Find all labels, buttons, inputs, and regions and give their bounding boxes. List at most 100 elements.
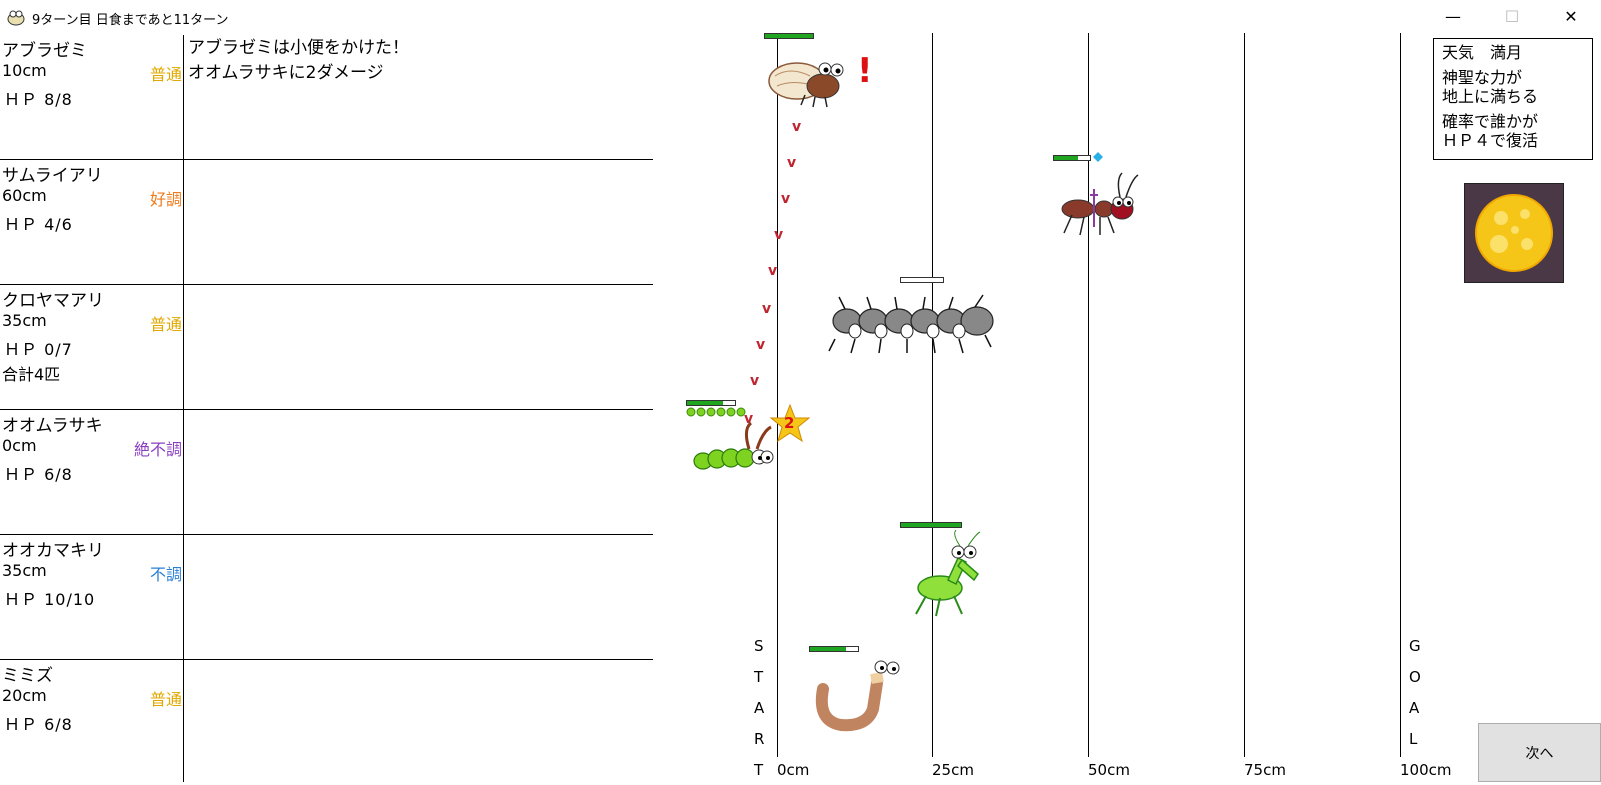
samurai-ant-sprite[interactable]	[1056, 169, 1146, 241]
hp-bar-fill	[687, 401, 723, 405]
hp-bar-fill	[901, 523, 961, 527]
insect-name: クロヤマアリ	[2, 291, 104, 311]
maximize-button[interactable]: ☐	[1504, 7, 1520, 26]
urine-arrow-icon: v	[756, 337, 766, 353]
battle-log: アブラゼミは小便をかけた！ オオムラサキに2ダメージ	[188, 36, 409, 86]
insect-row-samuraiari: サムライアリ 60cm 好調 ＨＰ 4/6	[0, 160, 653, 285]
start-letter: S	[754, 637, 764, 655]
hp-bar-aburazemi	[764, 33, 814, 39]
insect-name: サムライアリ	[2, 166, 103, 186]
hp-bar-kuroyamaari	[900, 277, 944, 283]
weather-effect-text: 神聖な力が 地上に満ちる	[1442, 68, 1539, 106]
alert-exclaim-icon: !	[857, 51, 873, 91]
urine-arrow-icon: v	[750, 373, 760, 389]
insect-hp: ＨＰ 4/6	[4, 215, 73, 234]
close-button[interactable]: ✕	[1564, 7, 1578, 26]
insect-count: 合計4匹	[2, 365, 61, 384]
lane-line-0	[777, 33, 778, 757]
insect-distance: 35cm	[2, 561, 47, 580]
tick-label-50: 50cm	[1088, 761, 1130, 779]
urine-arrow-icon: v	[762, 301, 772, 317]
start-letter: T	[754, 761, 764, 779]
urine-arrow-icon: v	[744, 411, 754, 427]
log-line: オオムラサキに2ダメージ	[188, 63, 384, 83]
goal-letter: O	[1409, 668, 1421, 686]
lane-line-25	[932, 33, 933, 757]
insect-name: ミミズ	[2, 666, 53, 686]
damage-number: 2	[784, 414, 795, 432]
goal-letter: A	[1409, 699, 1420, 717]
insect-row-aburazemi: アブラゼミ 10cm 普通 ＨＰ 8/8 アブラゼミは小便をかけた！ オオムラサ…	[0, 35, 653, 160]
buff-diamond-icon	[1093, 152, 1103, 162]
insect-condition: 不調	[149, 565, 182, 584]
insect-row-kuroyamaari: クロヤマアリ 35cm 普通 ＨＰ 0/7 合計4匹	[0, 285, 653, 410]
moon-icon	[1475, 194, 1553, 272]
insect-hp: ＨＰ 10/10	[4, 590, 96, 609]
insect-hp: ＨＰ 8/8	[4, 90, 73, 109]
race-field: 0cm 25cm 50cm 75cm 100cm S T A R T G O A…	[653, 33, 1601, 782]
urine-arrow-icon: v	[768, 263, 778, 279]
minimize-button[interactable]: —	[1445, 7, 1461, 26]
egg-row-icon	[686, 407, 746, 417]
insect-distance: 0cm	[2, 436, 37, 455]
insect-hp: ＨＰ 6/8	[4, 465, 73, 484]
hp-bar-fill	[810, 647, 846, 651]
window-title: 9ターン目 日食まであと11ターン	[32, 13, 229, 28]
hp-bar-fill	[1054, 156, 1078, 160]
insect-hp: ＨＰ 0/7	[4, 340, 73, 359]
mantis-sprite[interactable]	[900, 530, 990, 620]
insect-name: オオカマキリ	[2, 541, 104, 561]
weather-panel: 天気 満月 神聖な力が 地上に満ちる 確率で誰かが ＨＰ４で復活	[1433, 38, 1593, 160]
tick-label-0: 0cm	[777, 761, 810, 779]
lane-line-50	[1088, 33, 1089, 757]
lane-line-100	[1400, 33, 1401, 757]
insect-distance: 20cm	[2, 686, 47, 705]
lane-line-75	[1244, 33, 1245, 757]
goal-letter: L	[1409, 730, 1418, 748]
urine-arrow-icon: v	[792, 119, 802, 135]
insect-condition: 好調	[149, 190, 182, 209]
insect-distance: 10cm	[2, 61, 47, 80]
insect-distance: 35cm	[2, 311, 47, 330]
log-line: アブラゼミは小便をかけた！	[188, 38, 409, 58]
app-icon	[7, 10, 25, 26]
weather-detail-text: 確率で誰かが ＨＰ４で復活	[1442, 112, 1539, 150]
start-letter: A	[754, 699, 765, 717]
insect-condition: 普通	[149, 690, 182, 709]
goal-letter: G	[1409, 637, 1421, 655]
hp-bar-ookamakiri	[900, 522, 962, 528]
caterpillar-sprite[interactable]	[693, 421, 783, 481]
hp-bar-samuraiari	[1053, 155, 1091, 161]
next-button[interactable]: 次へ	[1478, 723, 1601, 782]
title-bar: 9ターン目 日食まであと11ターン — ☐ ✕	[0, 0, 1601, 33]
urine-arrow-icon: v	[774, 227, 784, 243]
hp-bar-fill	[765, 34, 813, 38]
full-moon-icon	[1464, 183, 1564, 283]
status-panel: アブラゼミ 10cm 普通 ＨＰ 8/8 アブラゼミは小便をかけた！ オオムラサ…	[0, 35, 653, 782]
insect-condition: 普通	[149, 65, 182, 84]
insect-hp: ＨＰ 6/8	[4, 715, 73, 734]
damage-star-icon	[769, 403, 811, 443]
insect-row-mimizu: ミミズ 20cm 普通 ＨＰ 6/8	[0, 660, 653, 785]
insect-condition: 絶不調	[133, 440, 182, 459]
kuroyama-ant-swarm-sprite[interactable]	[825, 287, 1005, 367]
insect-name: オオムラサキ	[2, 416, 103, 436]
start-letter: R	[754, 730, 765, 748]
weather-title: 天気 満月	[1442, 43, 1523, 62]
insect-row-ookamakiri: オオカマキリ 35cm 不調 ＨＰ 10/10	[0, 535, 653, 660]
insect-name: アブラゼミ	[2, 41, 87, 61]
insect-row-oomurasaki: オオムラサキ 0cm 絶不調 ＨＰ 6/8	[0, 410, 653, 535]
urine-arrow-icon: v	[787, 155, 797, 171]
insect-condition: 普通	[149, 315, 182, 334]
start-letter: T	[754, 668, 764, 686]
hp-bar-oomurasaki	[686, 400, 736, 406]
cicada-sprite[interactable]	[765, 51, 855, 113]
tick-label-100: 100cm	[1400, 761, 1452, 779]
panel-divider	[183, 35, 184, 782]
earthworm-sprite[interactable]	[813, 655, 903, 735]
tick-label-75: 75cm	[1244, 761, 1286, 779]
hp-bar-mimizu	[809, 646, 859, 652]
tick-label-25: 25cm	[932, 761, 974, 779]
insect-distance: 60cm	[2, 186, 47, 205]
urine-arrow-icon: v	[781, 191, 791, 207]
